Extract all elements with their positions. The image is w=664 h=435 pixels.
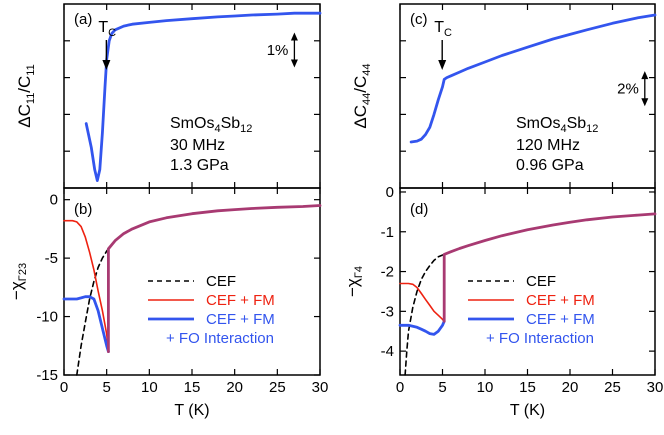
scale-bar-label: 1%: [267, 42, 289, 59]
panel-c: ΔC44/C44 (c) TC 2% SmOs4Sb12 120 MHz 0.96 GPa: [351, 3, 657, 189]
series-line-common: [107, 204, 322, 354]
y-tick-label: -15: [36, 367, 58, 384]
tc-arrow-head: [438, 60, 447, 70]
x-axis-label: T (K): [510, 402, 545, 419]
legend-label: + FO Interaction: [486, 330, 594, 347]
panel-label: (d): [410, 201, 428, 218]
x-tick-label: 25: [269, 379, 286, 396]
tc-label: TC: [98, 19, 116, 39]
y-tick-label: -4: [381, 343, 394, 360]
x-tick-label: 5: [438, 379, 446, 396]
panel-d: 0 5 10 15 20 25 30 0 -1 -2 -3 -4 T (K) −χΓ4 (d) CEF CEF …: [343, 184, 663, 419]
series-line-cef: [76, 248, 110, 376]
y-axis-label: ΔC11/C11: [15, 64, 37, 127]
sample-name: SmOs4Sb12: [516, 115, 598, 135]
y-tick-label: 0: [50, 192, 58, 209]
x-tick-label: 0: [60, 379, 68, 396]
scale-bar-label: 2%: [617, 81, 639, 98]
series-line-cef: [404, 253, 446, 376]
scale-bar-arrow: [641, 98, 649, 107]
y-tick-label: -10: [36, 309, 58, 326]
info-line: 1.3 GPa: [170, 157, 229, 174]
series-line-common: [442, 212, 657, 323]
y-tick-label: -2: [381, 264, 394, 281]
series-line-cef_fm_fo: [398, 319, 446, 336]
y-tick-label: -1: [381, 224, 394, 241]
x-tick-label: 15: [519, 379, 536, 396]
panel-label: (a): [74, 11, 92, 28]
scale-bar-arrow: [290, 32, 298, 41]
series-line-cef_fm_fo: [409, 13, 657, 144]
panel-a: ΔC11/C11 (a) TC 1% SmOs4Sb12 30 MHz 1.3 GPa: [15, 3, 322, 189]
x-tick-label: 30: [312, 379, 329, 396]
legend-label: CEF + FM: [206, 311, 275, 328]
legend-label: CEF + FM: [526, 311, 595, 328]
series-line-cef_fm_fo: [62, 295, 110, 354]
x-tick-label: 20: [562, 379, 579, 396]
scale-bar-arrow: [641, 71, 649, 80]
x-tick-label: 15: [184, 379, 201, 396]
series-line-cef_fm_fo: [84, 11, 322, 183]
x-tick-label: 20: [226, 379, 243, 396]
series-line-cef_fm: [399, 282, 446, 323]
x-tick-label: 25: [604, 379, 621, 396]
legend-label: CEF: [526, 273, 556, 290]
y-axis-label: −χΓ4: [343, 266, 365, 297]
legend-label: CEF + FM: [526, 292, 595, 309]
y-tick-label: 0: [386, 184, 394, 201]
x-tick-label: 30: [647, 379, 664, 396]
y-axis-label: ΔC44/C44: [351, 63, 373, 128]
series-line-cef_fm: [63, 219, 110, 353]
info-line: 30 MHz: [170, 137, 225, 154]
legend-label: + FO Interaction: [166, 330, 274, 347]
tc-label: TC: [434, 19, 452, 39]
x-tick-label: 5: [102, 379, 110, 396]
scale-bar-arrow: [290, 59, 298, 68]
x-tick-label: 10: [477, 379, 494, 396]
info-line: 0.96 GPa: [516, 157, 584, 174]
x-tick-label: 10: [141, 379, 158, 396]
legend-label: CEF: [206, 273, 236, 290]
y-tick-label: -3: [381, 303, 394, 320]
y-tick-label: -5: [45, 250, 58, 267]
sample-name: SmOs4Sb12: [170, 115, 252, 135]
panel-b: 0 5 10 15 20 25 30 0 -5 -10 -15 T (K) −χΓ23 (b) CEF CEF…: [7, 187, 329, 419]
panel-label: (b): [74, 201, 92, 218]
x-tick-label: 0: [396, 379, 404, 396]
info-line: 120 MHz: [516, 137, 580, 154]
y-axis-label: −χΓ23: [7, 263, 29, 300]
panel-label: (c): [410, 11, 428, 28]
x-axis-label: T (K): [174, 402, 209, 419]
tc-arrow-head: [102, 60, 111, 70]
legend-label: CEF + FM: [206, 292, 275, 309]
